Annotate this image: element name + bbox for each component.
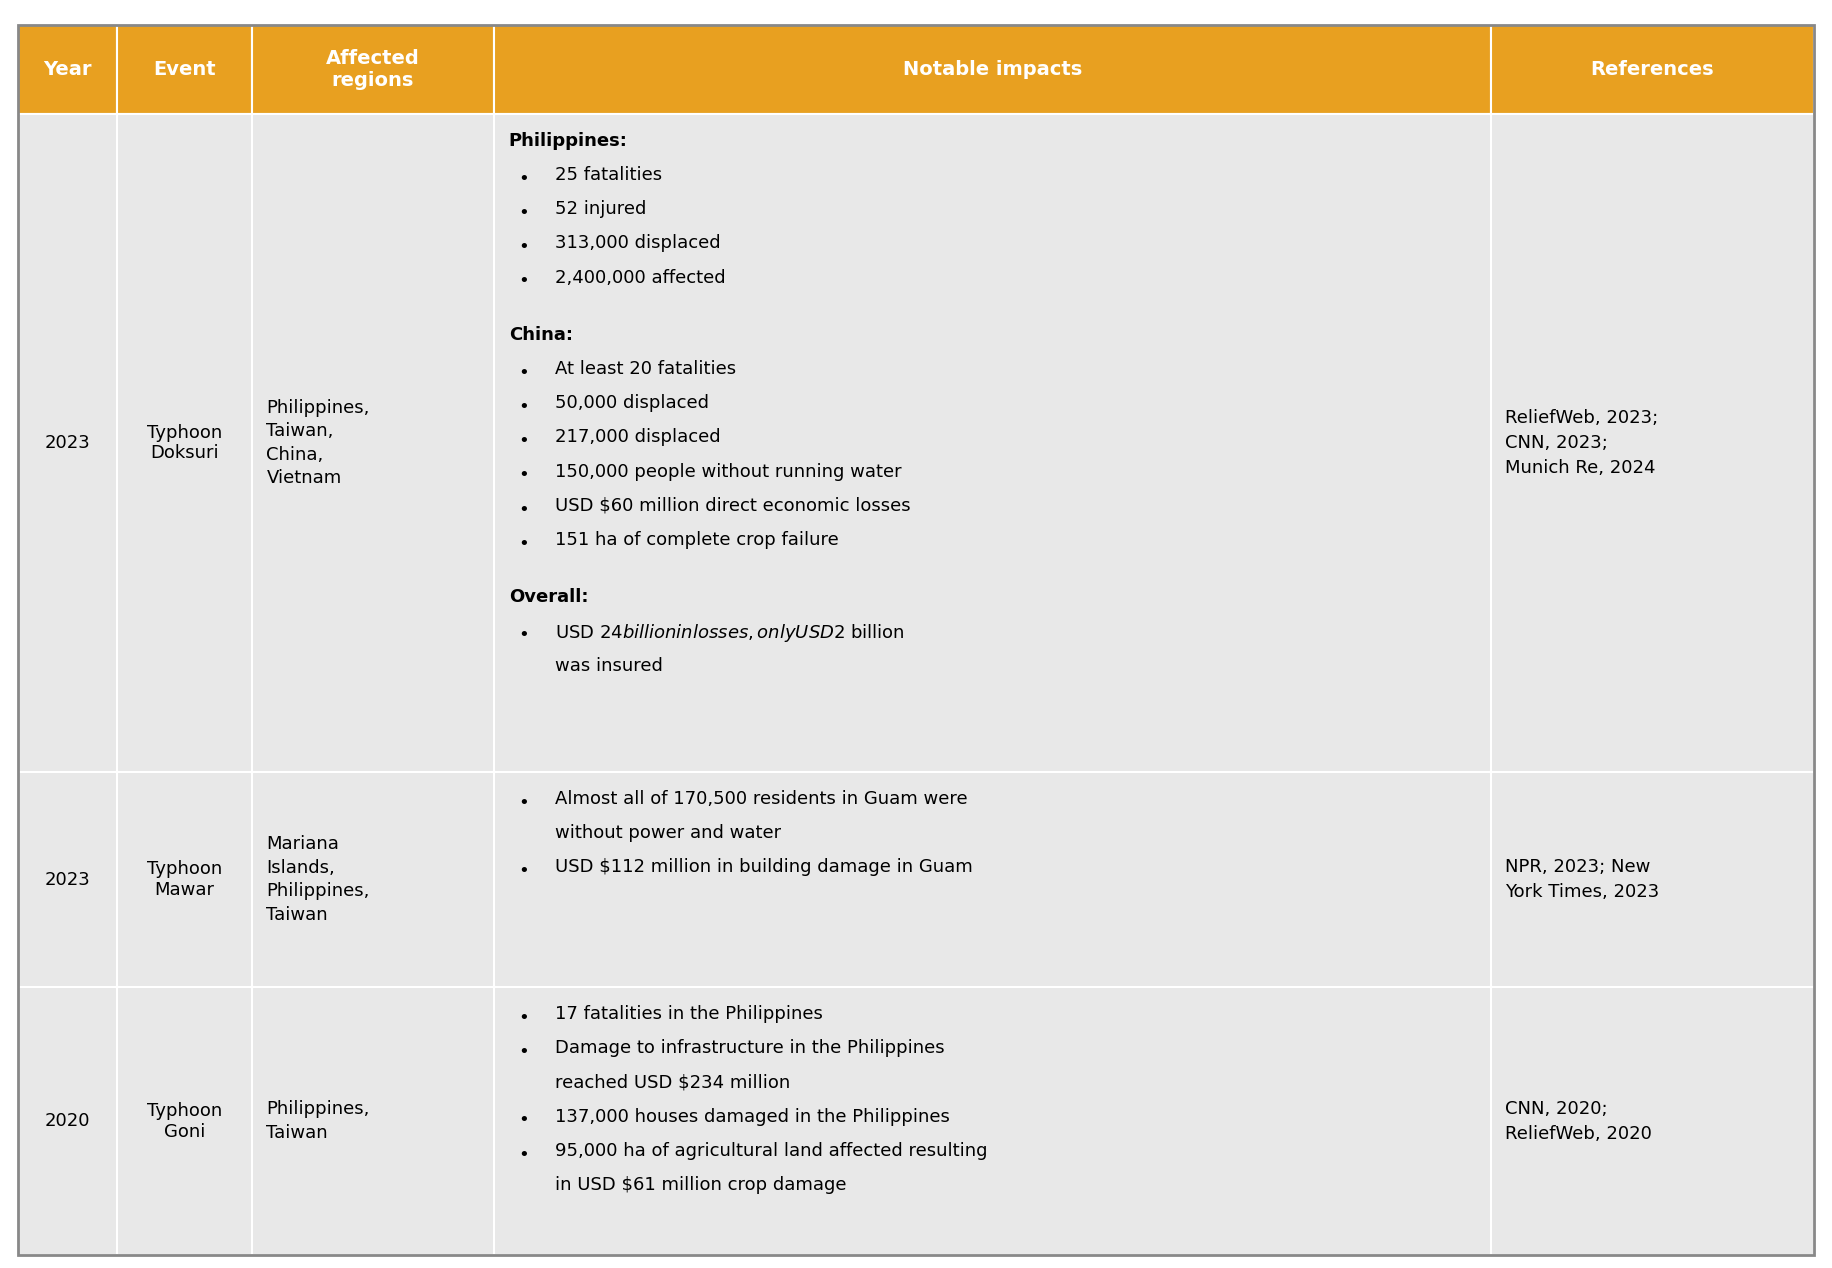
Text: Philippines,
Taiwan,
China,
Vietnam: Philippines, Taiwan, China, Vietnam [266, 398, 370, 487]
Text: •: • [518, 467, 529, 484]
Text: •: • [518, 501, 529, 519]
Text: •: • [518, 238, 529, 256]
Text: Year: Year [44, 60, 92, 79]
Text: USD $60 million direct economic losses: USD $60 million direct economic losses [555, 497, 911, 515]
Text: •: • [518, 535, 529, 553]
Text: •: • [518, 626, 529, 644]
Text: 2,400,000 affected: 2,400,000 affected [555, 269, 725, 287]
Text: USD $112 million in building damage in Guam: USD $112 million in building damage in G… [555, 858, 973, 876]
Text: Philippines:: Philippines: [509, 132, 628, 150]
Text: 2020: 2020 [46, 1112, 90, 1130]
Text: without power and water: without power and water [555, 824, 780, 842]
Text: 95,000 ha of agricultural land affected resulting: 95,000 ha of agricultural land affected … [555, 1142, 987, 1160]
Text: 151 ha of complete crop failure: 151 ha of complete crop failure [555, 531, 839, 549]
Bar [1491, 772, 1814, 988]
Text: •: • [518, 1009, 529, 1027]
Bar [117, 25, 251, 114]
Bar [18, 25, 117, 114]
Text: Mariana
Islands,
Philippines,
Taiwan: Mariana Islands, Philippines, Taiwan [266, 836, 370, 924]
Text: was insured: was insured [555, 657, 663, 675]
Bar [18, 988, 117, 1255]
Text: 2023: 2023 [44, 871, 90, 889]
Bar [495, 988, 1491, 1255]
Bar [251, 772, 495, 988]
Text: Typhoon
Doksuri: Typhoon Doksuri [147, 424, 222, 463]
Text: USD $24 billion in losses, only USD $2 billion: USD $24 billion in losses, only USD $2 b… [555, 623, 905, 644]
Text: 52 injured: 52 injured [555, 200, 647, 218]
Text: •: • [518, 1112, 529, 1130]
Text: •: • [518, 432, 529, 450]
Text: 137,000 houses damaged in the Philippines: 137,000 houses damaged in the Philippine… [555, 1108, 949, 1126]
Text: •: • [518, 862, 529, 880]
Bar [495, 114, 1491, 772]
Text: Notable impacts: Notable impacts [903, 60, 1083, 79]
Text: References: References [1590, 60, 1715, 79]
Bar [251, 114, 495, 772]
Text: Philippines,
Taiwan: Philippines, Taiwan [266, 1101, 370, 1142]
Text: NPR, 2023; New
York Times, 2023: NPR, 2023; New York Times, 2023 [1506, 858, 1660, 902]
Text: 17 fatalities in the Philippines: 17 fatalities in the Philippines [555, 1006, 823, 1023]
Text: 150,000 people without running water: 150,000 people without running water [555, 463, 901, 481]
Text: •: • [518, 398, 529, 416]
Bar [1491, 114, 1814, 772]
Text: •: • [518, 170, 529, 188]
Text: •: • [518, 1146, 529, 1164]
Text: At least 20 fatalities: At least 20 fatalities [555, 360, 736, 378]
Bar [1491, 25, 1814, 114]
Text: Overall:: Overall: [509, 588, 588, 606]
Text: CNN, 2020;
ReliefWeb, 2020: CNN, 2020; ReliefWeb, 2020 [1506, 1099, 1652, 1142]
Text: •: • [518, 273, 529, 290]
Bar [495, 25, 1491, 114]
Bar [251, 988, 495, 1255]
Bar [495, 772, 1491, 988]
Bar [18, 114, 117, 772]
Bar [1491, 988, 1814, 1255]
Text: 2023: 2023 [44, 434, 90, 451]
Text: Event: Event [154, 60, 216, 79]
Text: China:: China: [509, 326, 573, 344]
Text: Typhoon
Mawar: Typhoon Mawar [147, 860, 222, 899]
Text: reached USD $234 million: reached USD $234 million [555, 1074, 790, 1092]
Text: 25 fatalities: 25 fatalities [555, 166, 661, 184]
Text: 313,000 displaced: 313,000 displaced [555, 235, 720, 252]
Bar [117, 114, 251, 772]
Bar [117, 772, 251, 988]
Text: Typhoon
Goni: Typhoon Goni [147, 1102, 222, 1141]
Bar [18, 772, 117, 988]
Bar [251, 25, 495, 114]
Text: •: • [518, 1044, 529, 1061]
Text: •: • [518, 204, 529, 222]
Text: •: • [518, 364, 529, 382]
Text: Damage to infrastructure in the Philippines: Damage to infrastructure in the Philippi… [555, 1040, 943, 1058]
Text: 217,000 displaced: 217,000 displaced [555, 429, 720, 446]
Text: •: • [518, 794, 529, 812]
Bar [117, 988, 251, 1255]
Text: 50,000 displaced: 50,000 displaced [555, 394, 709, 412]
Text: Affected
regions: Affected regions [326, 49, 420, 90]
Text: in USD $61 million crop damage: in USD $61 million crop damage [555, 1177, 846, 1194]
Text: Almost all of 170,500 residents in Guam were: Almost all of 170,500 residents in Guam … [555, 790, 967, 808]
Text: ReliefWeb, 2023;
CNN, 2023;
Munich Re, 2024: ReliefWeb, 2023; CNN, 2023; Munich Re, 2… [1506, 410, 1658, 477]
